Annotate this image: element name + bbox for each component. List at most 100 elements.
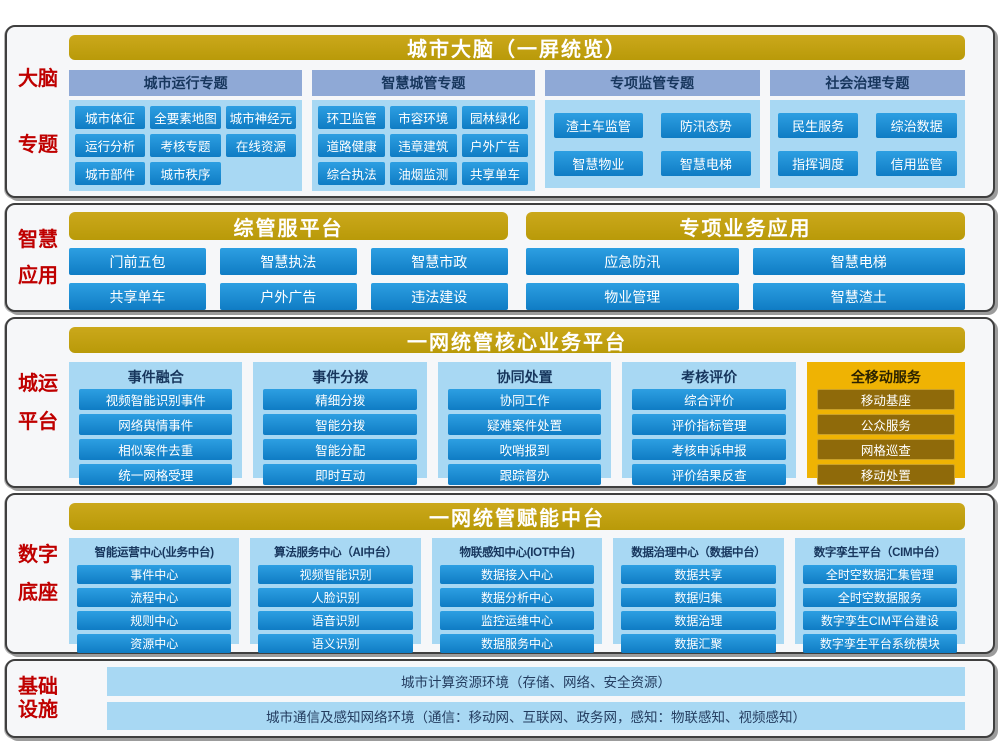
module-box: 视频智能识别	[258, 565, 413, 584]
panel-smart-apps-content: 综管服平台 门前五包 智慧执法 智慧市政 共享单车 户外广告 违法建设 专项业务应用 应急…	[69, 205, 993, 310]
module-list: 视频智能识别事件 网络舆情事件 相似案件去重 统一网格受理	[79, 389, 233, 485]
module-box: 物业管理	[526, 283, 739, 310]
panel-smart-apps: 智慧 应用 综管服平台 门前五包 智慧执法 智慧市政 共享单车 户外广告 违法建设 专项业…	[5, 203, 995, 312]
module-grid: 城市体征 全要素地图 城市神经元 运行分析 考核专题 在线资源 城市部件 城市秩序	[69, 100, 303, 191]
infra-bar-network: 城市通信及感知网络环境（通信：移动网、互联网、政务网，感知：物联感知、视频感知）	[107, 701, 965, 730]
module-box: 数据接入中心	[439, 565, 595, 584]
section-label-apps: 智慧 应用	[7, 205, 69, 310]
module-box: 吹哨报到	[447, 439, 602, 460]
module-box: 网络舆情事件	[79, 414, 233, 435]
section-label-line: 应用	[18, 264, 58, 287]
module-grid: 民生服务 综治数据 指挥调度 信用监管	[769, 100, 965, 188]
column-header: 事件分拨	[312, 369, 369, 385]
module-list: 数据接入中心 数据分析中心 监控运维中心 数据服务中心	[439, 565, 595, 653]
module-box: 城市神经元	[225, 106, 297, 129]
module-list: 协同工作 疑难案件处置 吹哨报到 跟踪督办	[447, 389, 602, 485]
middle-columns: 智能运营中心(业务中台) 事件中心 流程中心 规则中心 资源中心 算法服务中心（AI中…	[69, 538, 966, 653]
module-box: 市容环境	[389, 106, 457, 129]
panel-middle-content: 一网统管赋能中台 智能运营中心(业务中台) 事件中心 流程中心 规则中心 资源中心 算…	[69, 495, 993, 653]
panel-infrastructure: 基础 设施 城市计算资源环境（存储、网络、安全资源） 城市通信及感知网络环境（通…	[5, 659, 995, 738]
column-algorithm-center: 算法服务中心（AI中台） 视频智能识别 人脸识别 语音识别 语义识别	[250, 538, 421, 653]
module-box: 协同工作	[447, 389, 602, 410]
panel-middle-platform: 数字 底座 一网统管赋能中台 智能运营中心(业务中台) 事件中心 流程中心 规则中心…	[5, 493, 995, 654]
module-box: 道路健康	[318, 134, 385, 157]
module-box: 智能分配	[263, 439, 417, 460]
module-box: 数据汇聚	[621, 634, 776, 653]
panel-core-content: 一网统管核心业务平台 事件融合 视频智能识别事件 网络舆情事件 相似案件去重 统一网格…	[69, 319, 993, 499]
section-label-infrastructure: 基础 设施	[7, 661, 69, 736]
section-label-line: 设施	[18, 699, 58, 721]
module-box: 网格巡查	[816, 439, 955, 460]
group-special-business: 专项业务应用 应急防汛 智慧电梯 物业管理 智慧渣土	[526, 212, 965, 310]
module-box: 语音识别	[258, 611, 413, 630]
module-box: 综治数据	[876, 112, 957, 138]
architecture-diagram: 大脑 专题 城市大脑（一屏统览） 城市运行专题 城市体征 全要素地图 城市神经元 运行…	[5, 25, 995, 738]
module-box: 城市秩序	[150, 162, 221, 185]
panel-city-brain-content: 城市大脑（一屏统览） 城市运行专题 城市体征 全要素地图 城市神经元 运行分析 考核专题…	[69, 27, 993, 196]
module-grid: 渣土车监管 防汛态势 智慧物业 智慧电梯	[544, 100, 760, 188]
city-brain-title: 城市大脑（一屏统览）	[69, 35, 965, 61]
module-grid: 门前五包 智慧执法 智慧市政 共享单车 户外广告 违法建设	[69, 248, 508, 310]
column-header: 城市运行专题	[69, 70, 303, 96]
section-label-line: 专题	[18, 133, 58, 156]
section-label-line: 大脑	[18, 67, 58, 90]
module-box: 运行分析	[75, 134, 146, 157]
module-box: 公众服务	[816, 414, 955, 435]
column-special-supervision: 专项监管专题 渣土车监管 防汛态势 智慧物业 智慧电梯	[544, 70, 760, 188]
infra-bar-computing: 城市计算资源环境（存储、网络、安全资源）	[107, 667, 965, 696]
module-box: 指挥调度	[777, 150, 859, 176]
brain-columns: 城市运行专题 城市体征 全要素地图 城市神经元 运行分析 考核专题 在线资源 城市部件 城市秩…	[69, 70, 965, 191]
section-label-line: 城运	[18, 372, 58, 395]
panel-core-platform: 城运 平台 一网统管核心业务平台 事件融合 视频智能识别事件 网络舆情事件 相似案件…	[5, 317, 995, 499]
column-social-governance: 社会治理专题 民生服务 综治数据 指挥调度 信用监管	[769, 70, 965, 188]
app-groups: 综管服平台 门前五包 智慧执法 智慧市政 共享单车 户外广告 违法建设 专项业务应用 应急…	[69, 212, 965, 310]
module-box: 共享单车	[461, 162, 529, 185]
module-box: 城市部件	[75, 162, 146, 185]
module-box: 视频智能识别事件	[79, 389, 233, 410]
module-box: 数据归集	[621, 588, 776, 607]
module-box: 人脸识别	[258, 588, 413, 607]
module-box: 违章建筑	[389, 134, 457, 157]
module-box: 综合执法	[318, 162, 385, 185]
column-city-operation: 城市运行专题 城市体征 全要素地图 城市神经元 运行分析 考核专题 在线资源 城市部件 城市秩…	[69, 70, 303, 191]
module-box: 民生服务	[777, 112, 859, 138]
module-box: 综合评价	[632, 389, 786, 410]
group-comprehensive-platform: 综管服平台 门前五包 智慧执法 智慧市政 共享单车 户外广告 违法建设	[69, 212, 508, 310]
module-box: 考核专题	[150, 134, 221, 157]
module-box: 智慧电梯	[752, 248, 965, 275]
module-box: 智慧执法	[219, 248, 357, 275]
column-header: 物联感知中心(IOT中台)	[459, 547, 575, 559]
module-list: 数据共享 数据归集 数据治理 数据汇聚	[621, 565, 776, 653]
column-header: 智能运营中心(业务中台)	[94, 547, 214, 559]
section-label-core: 城运 平台	[7, 319, 69, 486]
group-title: 专项业务应用	[526, 212, 965, 240]
panel-infra-content: 城市计算资源环境（存储、网络、安全资源） 城市通信及感知网络环境（通信：移动网、…	[69, 661, 993, 736]
module-list: 综合评价 评价指标管理 考核申诉申报 评价结果反查	[632, 389, 786, 485]
module-list: 精细分拨 智能分拨 智能分配 即时互动	[263, 389, 417, 485]
section-label-digital-base: 数字 底座	[7, 495, 69, 652]
module-box: 即时互动	[263, 464, 417, 485]
module-list: 事件中心 流程中心 规则中心 资源中心	[77, 565, 232, 653]
module-box: 考核申诉申报	[632, 439, 786, 460]
column-header: 数字孪生平台（CIM中台）	[813, 547, 946, 559]
module-box: 户外广告	[461, 134, 529, 157]
module-box: 精细分拨	[263, 389, 417, 410]
module-box: 数据服务中心	[439, 634, 595, 653]
middle-platform-title: 一网统管赋能中台	[69, 503, 965, 530]
section-label-line: 智慧	[18, 228, 58, 251]
column-iot-center: 物联感知中心(IOT中台) 数据接入中心 数据分析中心 监控运维中心 数据服务中心	[431, 538, 603, 653]
module-box: 全时空数据服务	[802, 588, 958, 607]
column-digital-twin-platform: 数字孪生平台（CIM中台） 全时空数据汇集管理 全时空数据服务 数字孪生CIM平台建…	[794, 538, 966, 653]
module-box: 智慧市政	[370, 248, 508, 275]
module-box: 智慧物业	[553, 150, 644, 176]
column-smart-city-mgmt: 智慧城管专题 环卫监管 市容环境 园林绿化 道路健康 违章建筑 户外广告 综合执法 油烟监测共…	[312, 70, 535, 191]
module-box: 油烟监测	[389, 162, 457, 185]
module-box: 违法建设	[370, 283, 508, 310]
column-header: 算法服务中心（AI中台）	[274, 547, 398, 559]
module-list: 视频智能识别 人脸识别 语音识别 语义识别	[258, 565, 413, 653]
